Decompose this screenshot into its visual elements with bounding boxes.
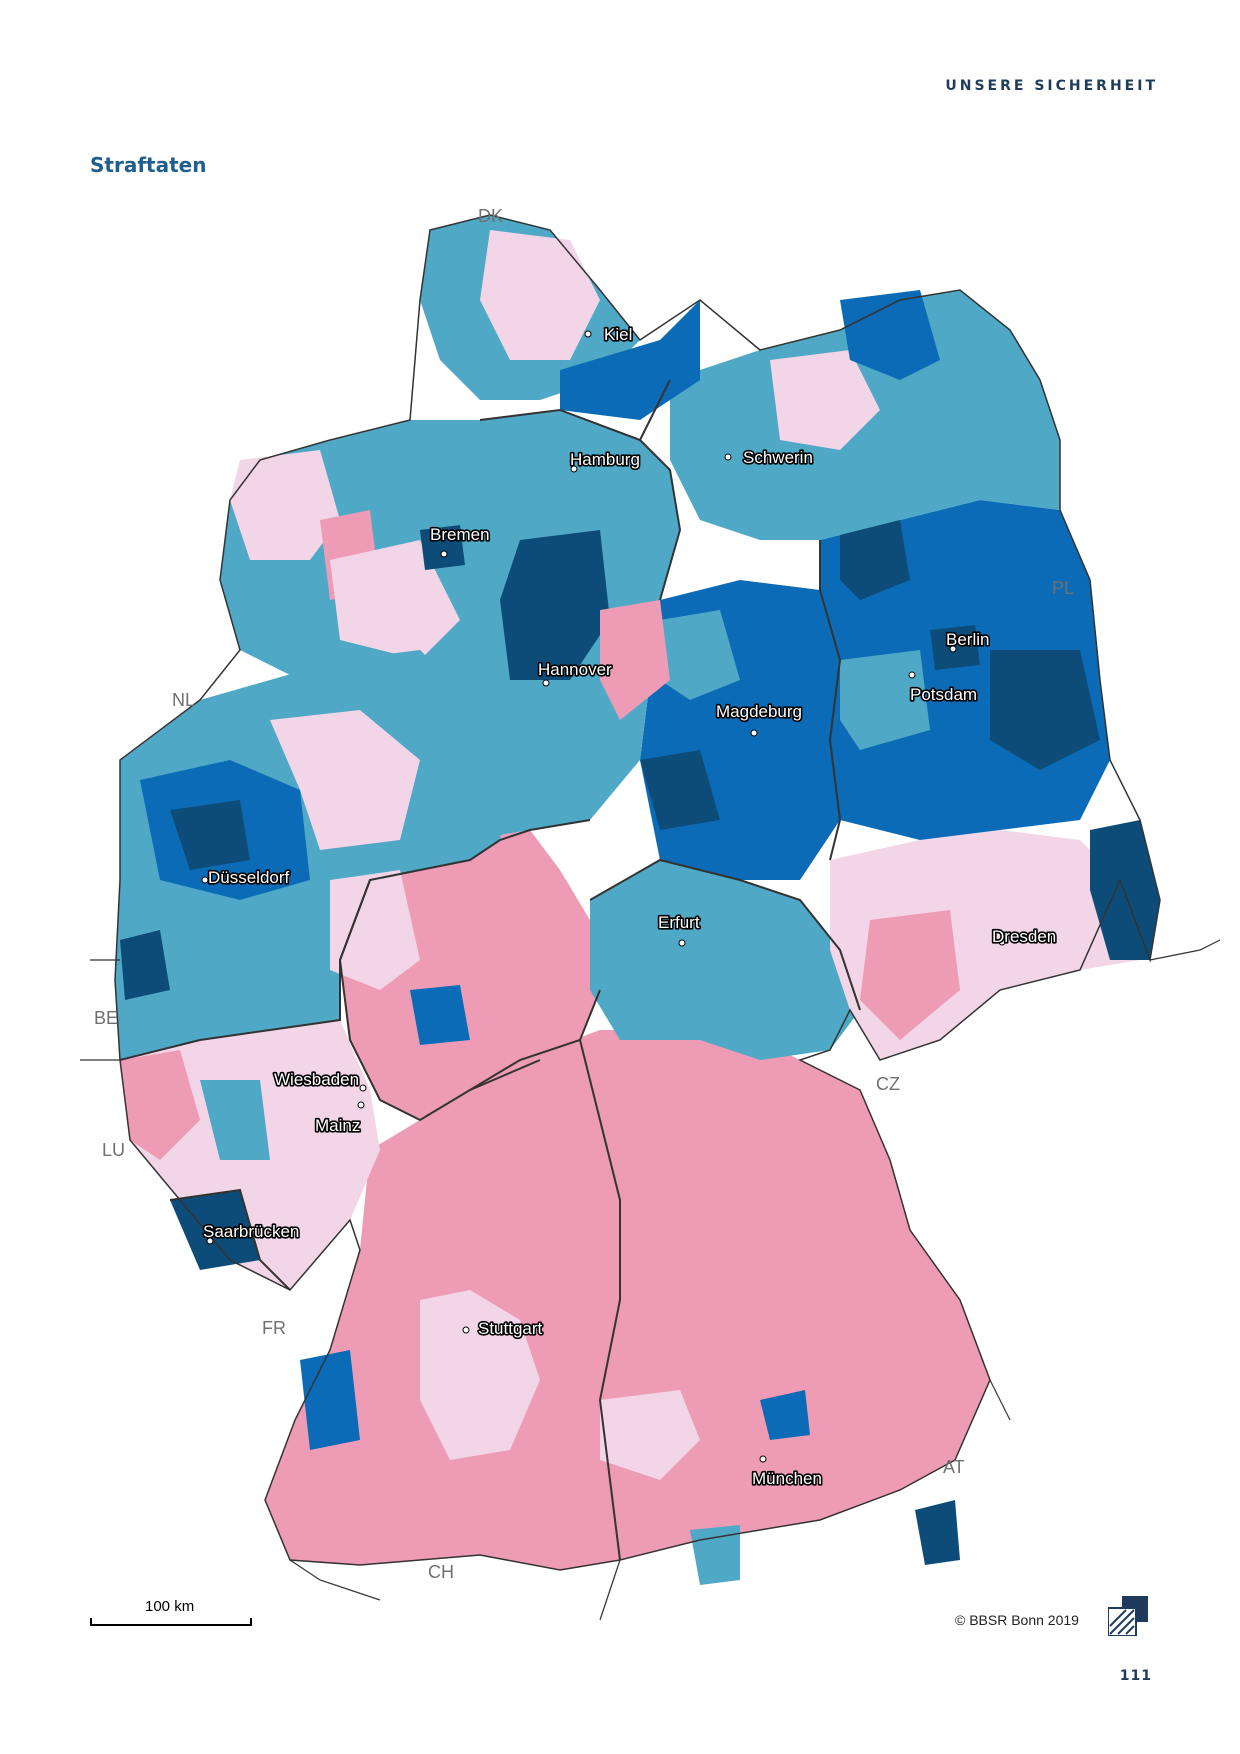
country-label-pl: PL xyxy=(1052,578,1074,598)
region-westphalia-light xyxy=(270,710,420,850)
region-prignitz-dark xyxy=(840,520,910,600)
country-label-fr: FR xyxy=(262,1318,286,1338)
region-munich-blue xyxy=(760,1390,810,1440)
region-south-pink xyxy=(265,1030,990,1570)
city-label-schwerin: Schwerin xyxy=(743,448,813,467)
region-blackforest-blue xyxy=(300,1350,360,1450)
region-ruegen-blue xyxy=(840,290,940,380)
region-kassel-blue xyxy=(410,985,470,1045)
city-label-hamburg: Hamburg xyxy=(570,450,640,469)
page-number: 111 xyxy=(1119,1668,1152,1684)
city-label-berlin: Berlin xyxy=(946,630,989,649)
country-label-lu: LU xyxy=(102,1140,125,1160)
city-label-mainz: Mainz xyxy=(315,1116,360,1135)
city-label-stuttgart: Stuttgart xyxy=(478,1319,543,1338)
region-sauerland-light xyxy=(330,870,420,990)
city-markers xyxy=(201,330,1006,1463)
city-label-magdeburg: Magdeburg xyxy=(716,702,802,721)
region-emsland-light xyxy=(230,450,340,560)
region-ruhr-dark xyxy=(170,800,250,870)
region-lower-bavaria-light xyxy=(600,1390,700,1480)
region-nrw xyxy=(115,650,510,1060)
country-label-dk: DK xyxy=(478,206,503,226)
region-lusatia-dark xyxy=(1090,820,1160,960)
region-mecklenburg-light-pink xyxy=(770,350,880,450)
city-labels: Kiel Hamburg Schwerin Bremen Berlin Pots… xyxy=(201,323,1057,1489)
region-braunschweig-pink xyxy=(600,600,670,720)
country-labels: DK PL NL BE LU CZ FR AT CH xyxy=(94,206,1074,1582)
city-label-dresden: Dresden xyxy=(992,927,1056,946)
country-label-cz: CZ xyxy=(876,1074,900,1094)
city-label-hannover: Hannover xyxy=(538,660,612,679)
region-thuringia xyxy=(590,860,860,1060)
region-swabia-light xyxy=(420,1290,540,1460)
region-aachen-dark xyxy=(120,930,170,1000)
page-title: Straftaten xyxy=(90,153,207,177)
region-halle-dark xyxy=(640,750,720,830)
region-berchtesgaden-dark xyxy=(915,1500,960,1565)
city-label-kiel: Kiel xyxy=(604,325,632,344)
region-hannover-dark xyxy=(500,530,610,680)
region-bremen xyxy=(420,525,465,570)
map-regions xyxy=(115,215,1160,1585)
city-label-muenchen: München xyxy=(752,1469,822,1488)
region-saarland xyxy=(170,1190,260,1270)
city-label-potsdam: Potsdam xyxy=(910,685,977,704)
region-brandenburg-light xyxy=(840,650,930,750)
country-label-at: AT xyxy=(943,1457,965,1477)
region-schleswig-light xyxy=(480,230,600,360)
city-label-erfurt: Erfurt xyxy=(658,913,700,932)
copyright-text: © BBSR Bonn 2019 xyxy=(955,1612,1079,1628)
region-mainz-light-blue xyxy=(200,1080,270,1160)
state-borders xyxy=(119,379,861,1561)
scale-label: 100 km xyxy=(145,1598,195,1615)
scale-bar xyxy=(90,1618,252,1626)
region-magdeburg-light xyxy=(660,610,740,700)
country-label-nl: NL xyxy=(172,690,195,710)
country-label-be: BE xyxy=(94,1008,118,1028)
region-rhineland-pink xyxy=(120,1050,200,1160)
city-label-wiesbaden: Wiesbaden xyxy=(274,1070,359,1089)
region-saxony-pink xyxy=(860,910,960,1040)
bbsr-logo-icon xyxy=(1108,1596,1148,1636)
region-weser-light xyxy=(330,540,460,660)
foreign-borders xyxy=(80,939,1221,1621)
region-oder-dark xyxy=(990,650,1100,770)
section-header: UNSERE SICHERHEIT xyxy=(945,78,1158,94)
city-label-duesseldorf: Düsseldorf xyxy=(208,868,290,887)
city-label-saarbruecken: Saarbrücken xyxy=(203,1222,299,1241)
city-label-bremen: Bremen xyxy=(430,525,490,544)
country-label-ch: CH xyxy=(428,1562,454,1582)
